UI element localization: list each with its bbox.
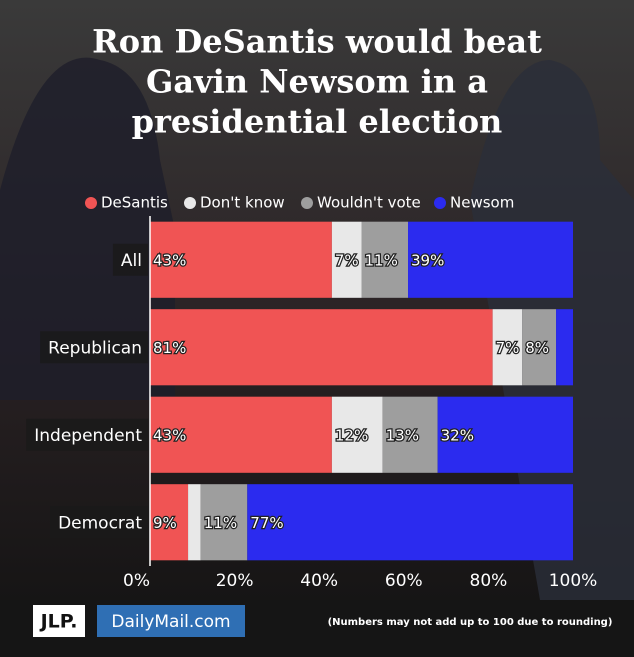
value-label: 7% (335, 251, 359, 269)
title-line: Ron DeSantis would beat (92, 23, 542, 61)
value-label: 7% (496, 339, 520, 357)
bar-segment (188, 484, 201, 561)
value-label: 81% (153, 339, 186, 357)
title-line: Gavin Newsom in a (146, 63, 488, 101)
value-label: 32% (441, 426, 474, 444)
category-label-bg (26, 418, 149, 451)
legend-swatch (434, 197, 446, 209)
x-tick-label: 0% (123, 571, 150, 591)
category-label-bg (50, 506, 149, 539)
legend-label: Newsom (450, 194, 514, 212)
x-tick-label: 100% (549, 571, 598, 591)
value-label: 11% (204, 514, 237, 532)
logo-dailymail: DailyMail.com (111, 612, 230, 632)
bar-segment (437, 396, 573, 473)
legend-swatch (301, 197, 313, 209)
value-label: 43% (153, 251, 186, 269)
value-label: 39% (411, 251, 444, 269)
bar-segment (522, 309, 557, 386)
bar-segment (331, 221, 362, 298)
x-tick-label: 40% (300, 571, 338, 591)
logo-box (97, 605, 245, 637)
category-label: Independent (34, 426, 142, 446)
value-label: 13% (386, 426, 419, 444)
legend-label: Wouldn't vote (317, 194, 421, 212)
value-label: 11% (365, 251, 398, 269)
bar-segment (150, 484, 189, 561)
category-label: All (121, 251, 142, 271)
legend-swatch (184, 197, 196, 209)
note: (Numbers may not add up to 100 due to ro… (328, 617, 613, 628)
bar-segment (150, 221, 332, 298)
bar-segment (361, 221, 409, 298)
bar-segment (556, 309, 573, 386)
legend-label: Don't know (200, 194, 285, 212)
footer-band (0, 600, 634, 657)
bar-segment (408, 221, 573, 298)
x-tick-label: 20% (216, 571, 254, 591)
value-label: 77% (250, 514, 283, 532)
bar-segment (331, 396, 383, 473)
value-label: 12% (335, 426, 368, 444)
bar-segment (247, 484, 574, 561)
x-tick-label: 80% (470, 571, 508, 591)
bar-segment (200, 484, 248, 561)
category-label: Democrat (58, 513, 142, 533)
title-line: presidential election (132, 103, 503, 141)
category-label-bg (112, 243, 148, 276)
legend-label: DeSantis (101, 194, 168, 212)
bar-segment (150, 309, 493, 386)
bar-segment (150, 396, 332, 473)
bar-segment (492, 309, 523, 386)
value-label: 9% (153, 514, 177, 532)
bar-segment (382, 396, 438, 473)
legend-swatch (85, 197, 97, 209)
logo-box (33, 605, 85, 637)
photo-left (0, 57, 175, 400)
value-label: 43% (153, 426, 186, 444)
logo-jlp: JLP. (39, 611, 78, 633)
category-label-bg (40, 331, 148, 364)
x-tick-label: 60% (385, 571, 423, 591)
value-label: 8% (525, 339, 549, 357)
category-label: Republican (48, 338, 142, 358)
